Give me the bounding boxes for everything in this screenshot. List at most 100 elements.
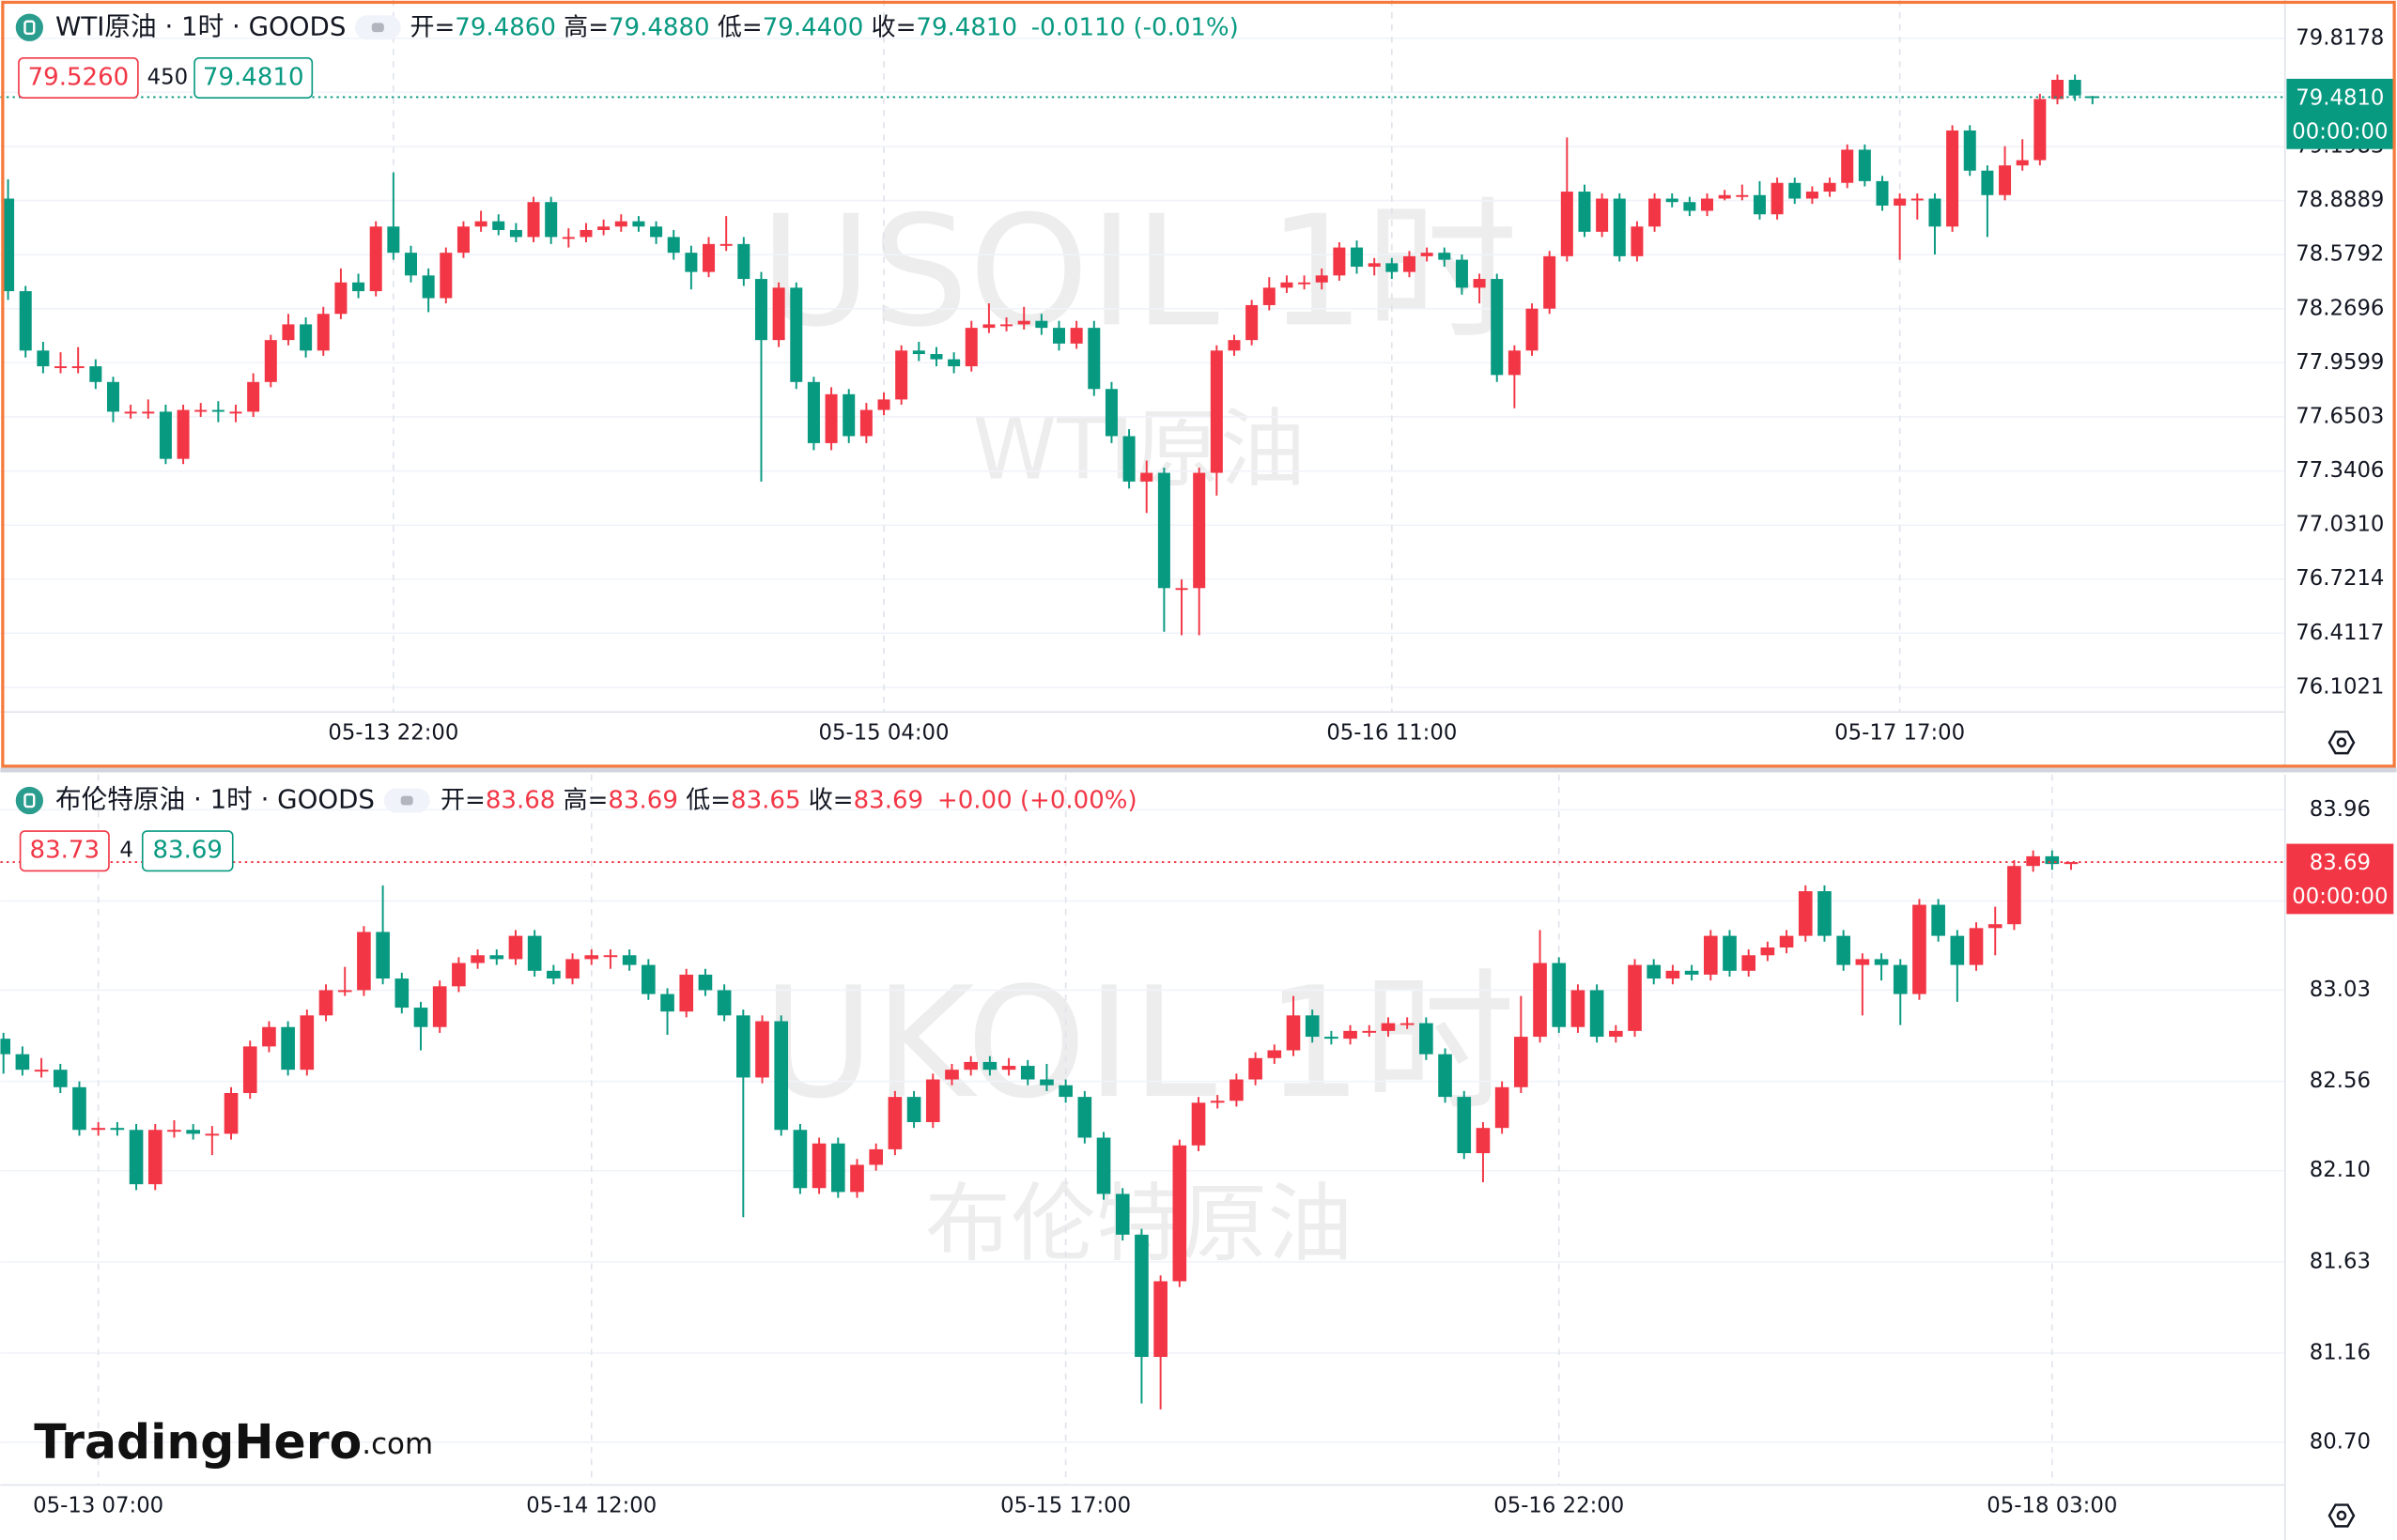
candle-body [1718, 194, 1731, 199]
candle-body [2068, 80, 2081, 96]
candle-body [1969, 928, 1984, 965]
y-tick-label: 76.7214 [2296, 566, 2384, 591]
candle-body [859, 409, 873, 437]
candle-body [1855, 959, 1870, 965]
candle-body [877, 399, 890, 410]
settings-icon[interactable] [2327, 1503, 2356, 1528]
ohlc-header: 开=79.4860 高=79.4880 低=79.4400 收=79.4810 … [410, 13, 1238, 41]
candle-body [2, 198, 15, 292]
candle-body [1343, 1030, 1357, 1040]
x-tick-label: 05-18 03:00 [1987, 1494, 2117, 1518]
candle-body [1157, 472, 1170, 589]
candle-body [1020, 1066, 1035, 1080]
candle-body [945, 1070, 959, 1080]
candle-body [509, 229, 522, 238]
candle-body [2045, 855, 2060, 865]
bid-box [18, 57, 139, 99]
candle-body [317, 314, 330, 351]
candle-body [1438, 1054, 1452, 1098]
symbol-icon-glyph [23, 20, 36, 36]
bid-price: 79.5260 [28, 63, 130, 91]
settings-dot[interactable] [2336, 737, 2347, 748]
settings-icon[interactable] [2327, 731, 2356, 755]
candle-body [422, 275, 435, 299]
candle-body [1385, 263, 1399, 272]
candle-body [965, 328, 978, 367]
candle-body [1999, 165, 2012, 195]
candle-body [110, 1128, 125, 1131]
candle-body [1723, 935, 1737, 971]
candle-body [1963, 130, 1976, 171]
candle-body [1491, 279, 1504, 376]
candle-body [489, 955, 504, 960]
countdown: 00:00:00 [2292, 119, 2388, 144]
candle-body [1841, 149, 1854, 183]
candle-body [584, 955, 599, 960]
candles [0, 850, 2079, 1409]
ohlc-value: 83.68 [486, 786, 555, 814]
candle-body [1950, 935, 1965, 965]
candle-body [352, 282, 365, 292]
candle-body [1912, 904, 1926, 994]
candle-body [1040, 1079, 1054, 1086]
candle-body [1172, 1145, 1187, 1282]
candle-body [1191, 1102, 1206, 1146]
symbol-title: WTI原油 · 1时 · GOODS [55, 10, 346, 41]
candle-body [432, 986, 447, 1027]
candle-body [19, 291, 32, 351]
candle-body [334, 282, 348, 315]
candle-body [1077, 1097, 1092, 1138]
y-tick-label: 77.3406 [2296, 458, 2384, 483]
candle-body [1324, 1037, 1338, 1040]
candle-body [53, 1070, 68, 1087]
candle-body [262, 1026, 276, 1047]
candle-body [1333, 247, 1346, 276]
candle-body [1315, 275, 1328, 283]
status-pill-dot [400, 795, 413, 806]
candle-body [1736, 194, 1749, 197]
price-tag-label: 79.4810 [2296, 86, 2384, 111]
candle-body [1438, 253, 1451, 260]
candle-body [1115, 1194, 1130, 1235]
candle-body [1035, 320, 1048, 329]
ohlc-label: 收= [809, 786, 854, 814]
settings-hex[interactable] [2327, 1503, 2356, 1528]
y-tick-label: 77.6503 [2296, 404, 2384, 428]
ohlc-value: 79.4810 [916, 13, 1017, 41]
candle-body [337, 990, 352, 993]
candle-body [300, 324, 313, 351]
candle-body [698, 974, 713, 991]
y-tick-label: 81.16 [2310, 1340, 2371, 1364]
candle-body [1631, 226, 1644, 256]
candle-body [229, 411, 242, 414]
settings-dot[interactable] [2336, 1510, 2347, 1521]
candle-body [1741, 955, 1756, 971]
candle-body [1105, 389, 1118, 437]
price-tag [2286, 843, 2394, 915]
ohlc-value: 79.4860 [455, 13, 556, 41]
ohlc-change: -0.0110 (-0.01%) [1031, 13, 1239, 41]
candle-body [1876, 180, 1889, 206]
candle-body [754, 279, 767, 341]
candle-body [1560, 192, 1573, 256]
candle-body [1753, 194, 1766, 215]
candle-body [142, 411, 155, 414]
candle-body [930, 354, 943, 360]
candle-body [1286, 1015, 1301, 1051]
candle-body [1858, 149, 1871, 181]
ohlc-label: 开= [441, 786, 486, 814]
active-panel-border [1, 0, 2396, 768]
candle-body [1476, 1128, 1491, 1154]
candle-body [89, 366, 102, 382]
candle-body [357, 932, 371, 991]
ohlc-value: 83.65 [731, 786, 800, 814]
settings-hex[interactable] [2327, 731, 2356, 755]
candle-body [1262, 287, 1276, 305]
candle-body [1946, 130, 1959, 227]
candle-body [1193, 472, 1206, 589]
logo-suffix: .com [362, 1427, 433, 1461]
candle-body [790, 287, 803, 382]
candle-body [369, 226, 382, 292]
y-tick-label: 82.10 [2310, 1158, 2371, 1182]
candle-body [106, 381, 119, 412]
